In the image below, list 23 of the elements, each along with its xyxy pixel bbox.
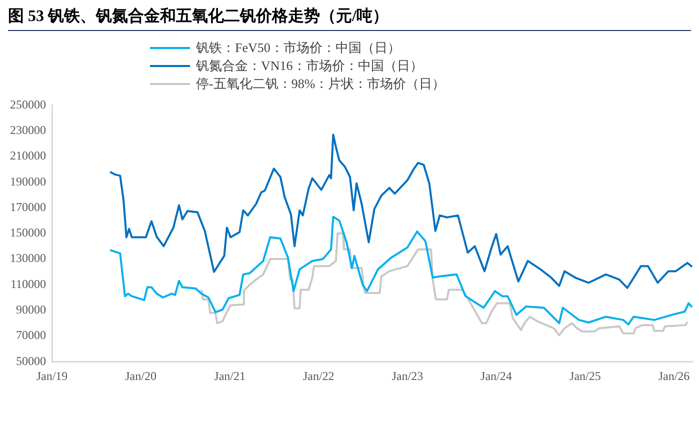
y-tick-label: 130000 <box>10 251 46 266</box>
legend-label: 钒氮合金：VN16：市场价：中国（日） <box>196 57 423 74</box>
x-tick-label: Jan/23 <box>392 368 424 383</box>
y-tick-label: 150000 <box>10 226 46 240</box>
chart-title: 图 53 钒铁、钒氮合金和五氧化二钒价格走势（元/吨） <box>8 6 691 31</box>
y-tick-label: 250000 <box>10 97 46 112</box>
y-tick-label: 190000 <box>10 174 46 188</box>
legend-label: 停-五氧化二钒：98%：片状：市场价（日） <box>196 75 446 92</box>
x-tick-label: Jan/24 <box>480 368 512 383</box>
y-tick-label: 170000 <box>10 200 46 214</box>
x-tick-label: Jan/19 <box>36 368 68 383</box>
x-tick-label: Jan/26 <box>658 368 690 383</box>
y-tick-label: 230000 <box>10 122 46 137</box>
y-tick-label: 50000 <box>16 354 46 368</box>
x-tick-label: Jan/25 <box>570 368 601 383</box>
y-tick-label: 210000 <box>10 148 46 163</box>
y-tick-label: 70000 <box>16 328 46 342</box>
x-tick-label: Jan/20 <box>125 368 156 383</box>
x-tick-label: Jan/22 <box>302 368 334 383</box>
y-tick-label: 90000 <box>16 302 46 316</box>
x-tick-label: Jan/21 <box>214 368 246 383</box>
legend-label: 钒铁：FeV50：市场价：中国（日） <box>196 39 400 56</box>
y-tick-label: 110000 <box>10 276 46 291</box>
